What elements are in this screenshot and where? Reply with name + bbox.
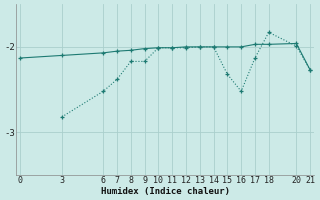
X-axis label: Humidex (Indice chaleur): Humidex (Indice chaleur) xyxy=(101,187,230,196)
